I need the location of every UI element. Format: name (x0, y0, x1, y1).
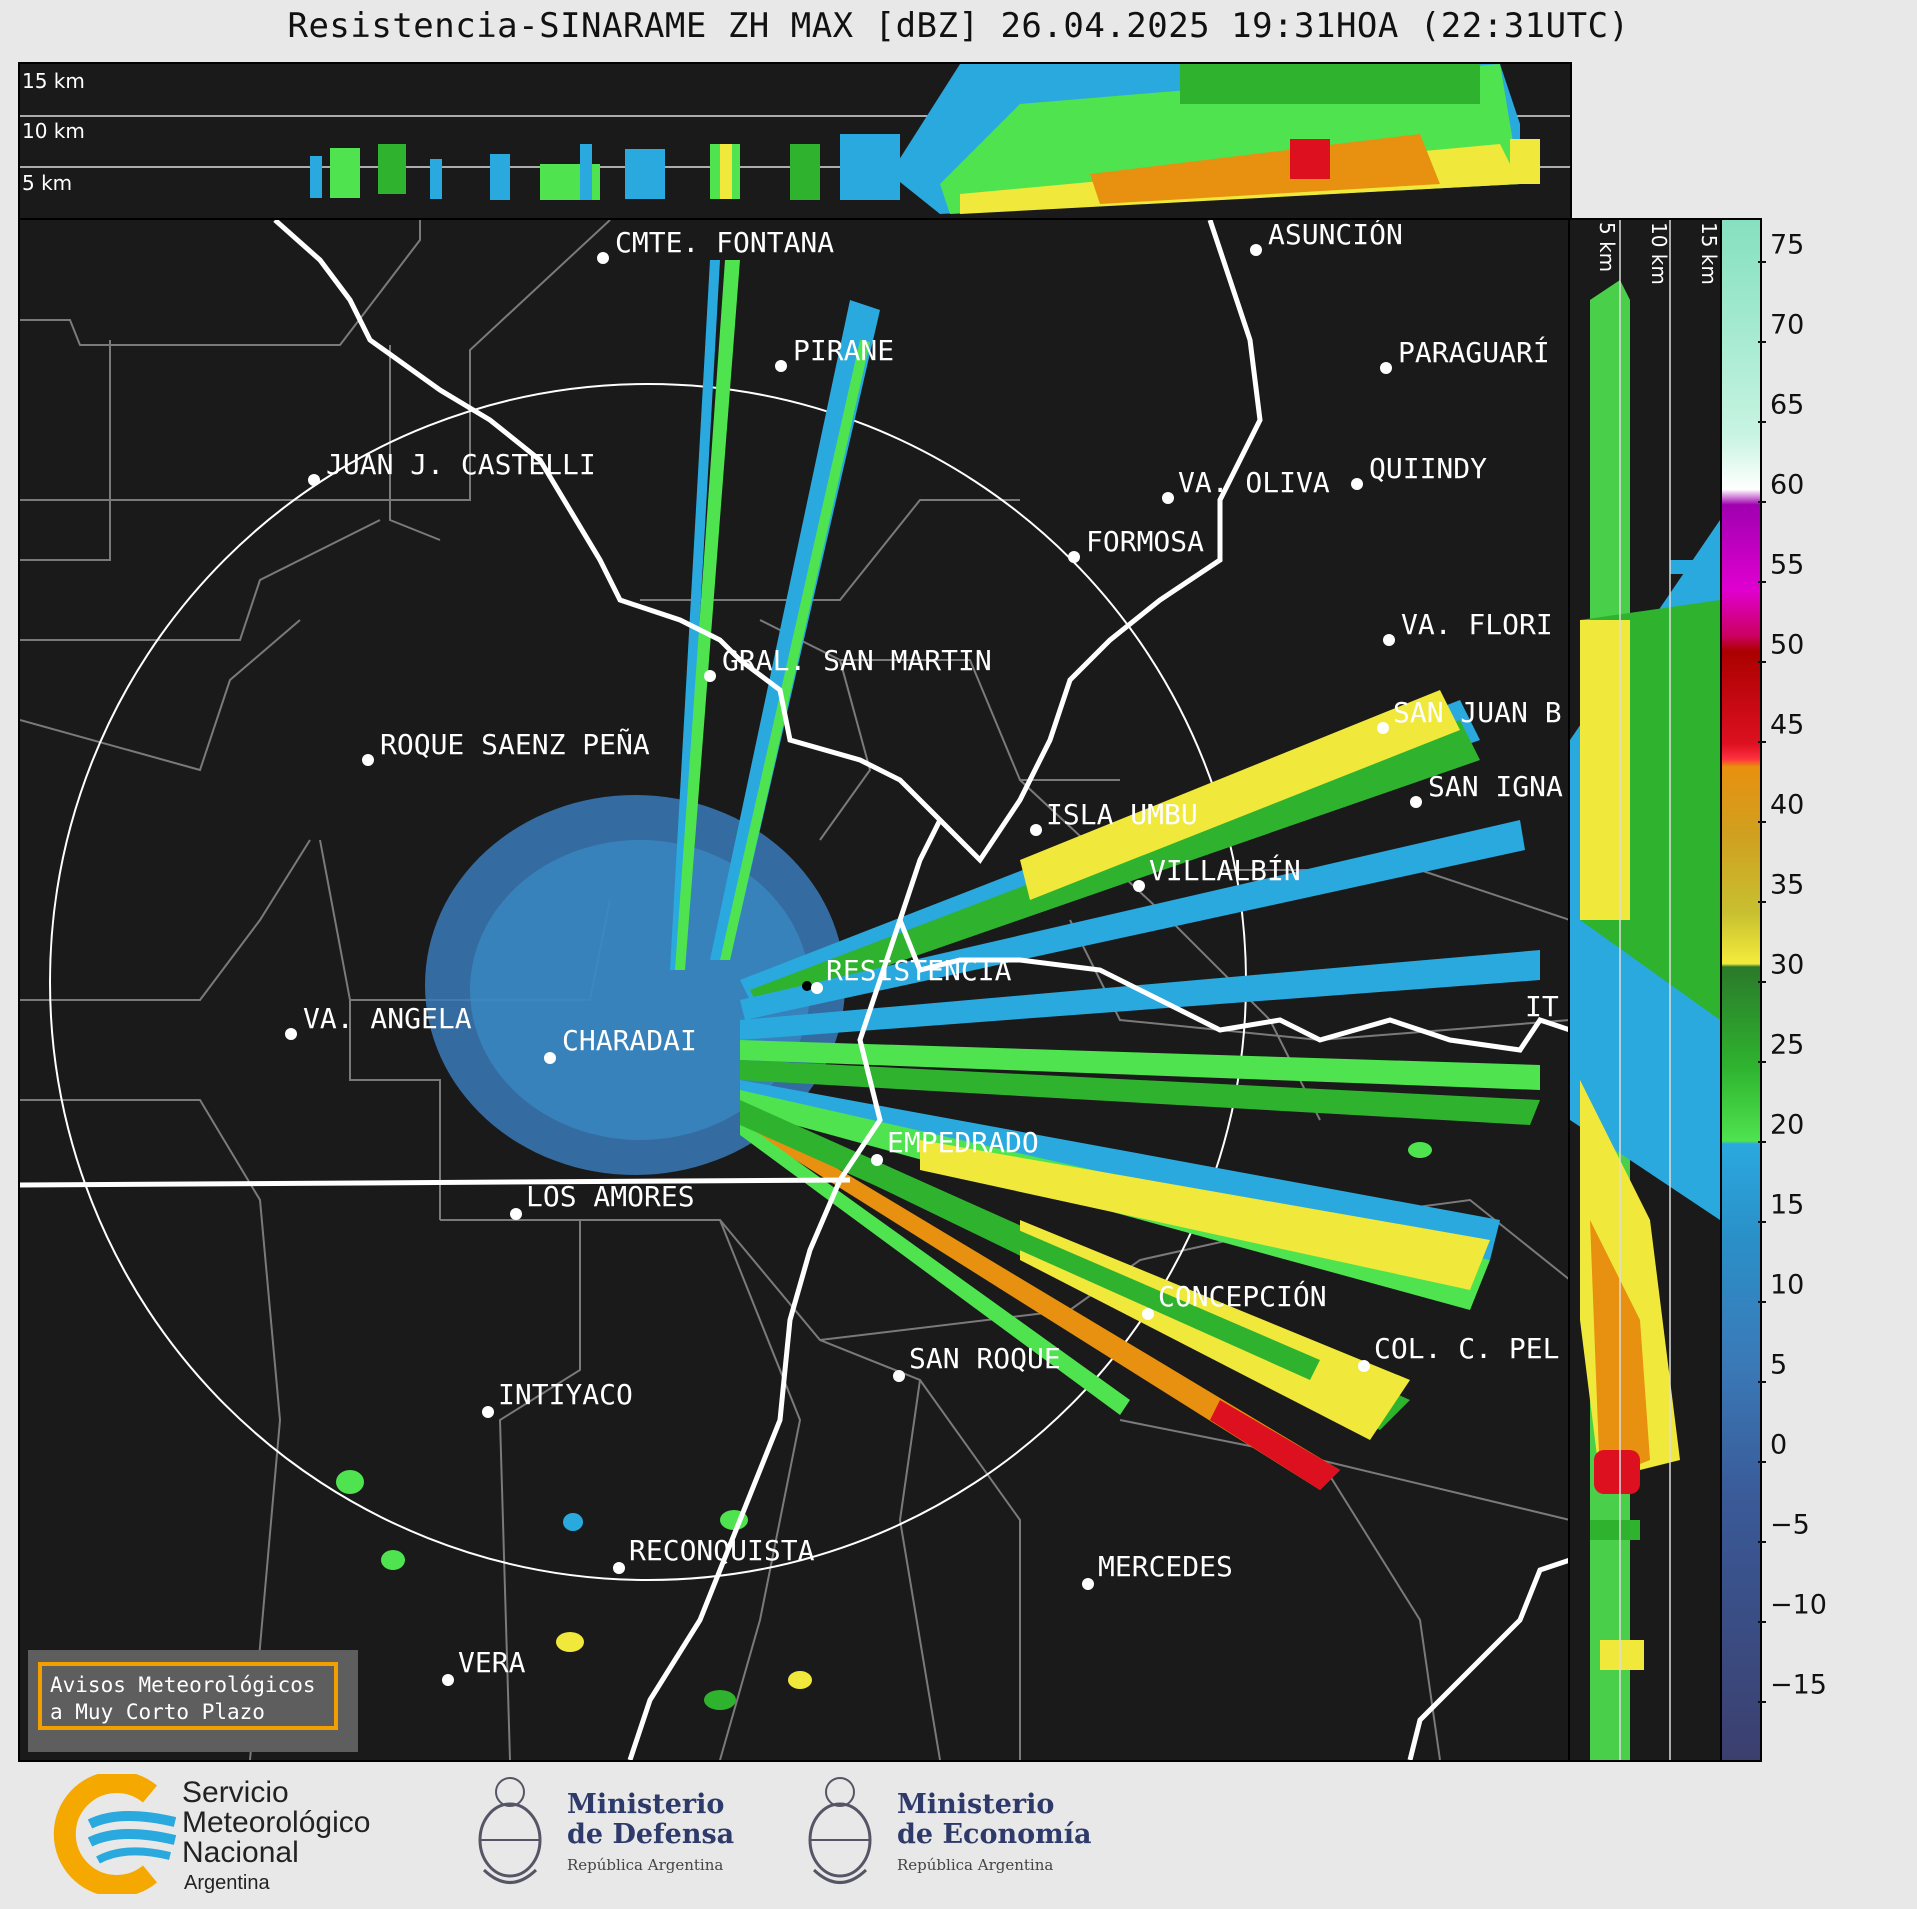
defensa-line-1: Ministerio (567, 1789, 725, 1820)
defensa-logo-text: Ministerio de Defensa República Argentin… (567, 1790, 734, 1880)
side-height-label-10km: 10 km (1647, 222, 1671, 285)
colorbar-tick-65: 65 (1757, 390, 1804, 436)
city-label-quiindy: QUIINDY (1369, 452, 1487, 485)
city-label-it: IT (1525, 990, 1559, 1023)
colorbar-tick-20: 20 (1757, 1110, 1804, 1156)
city-label-mercedes: MERCEDES (1098, 1550, 1233, 1583)
colorbar-tick-45: 45 (1757, 710, 1804, 756)
height-label-15km: 15 km (22, 69, 85, 93)
radar-site-marker (802, 981, 812, 991)
city-label-villalbin: VILLALBÍN (1149, 853, 1301, 887)
defensa-line-2: de Defensa (567, 1819, 735, 1850)
city-label-col-c-pel: COL. C. PEL (1374, 1332, 1559, 1365)
economia-emblem (800, 1770, 880, 1904)
defensa-line-3: República Argentina (567, 1856, 724, 1874)
city-label-formosa: FORMOSA (1086, 525, 1204, 558)
city-label-los-amores: LOS AMORES (526, 1180, 695, 1213)
colorbar-tick-55: 55 (1757, 550, 1804, 596)
top-cross-section: 15 km 10 km 5 km (20, 64, 1570, 214)
smn-logo-icon (53, 1771, 177, 1897)
city-label-va-angela: VA. ANGELA (303, 1002, 472, 1035)
side-cross-section: 5 km 10 km 15 km (1570, 220, 1721, 1760)
economia-line-1: Ministerio (897, 1789, 1055, 1820)
city-label-pirane: PIRANE (793, 334, 894, 367)
argentina-coat-of-arms-icon (808, 1777, 872, 1884)
radar-map: CMTE. FONTANA PIRANE JUAN J. CASTELLI AS… (20, 220, 1570, 1760)
colorbar-tick-10: 10 (1757, 1270, 1804, 1316)
city-markers: CMTE. FONTANA PIRANE JUAN J. CASTELLI AS… (285, 220, 1563, 1686)
warning-line-1: Avisos Meteorológicos (50, 1673, 316, 1697)
height-label-5km: 5 km (22, 171, 72, 195)
top-echo-blocks (310, 64, 1540, 214)
colorbar-tick-25: 25 (1757, 1030, 1804, 1076)
defensa-emblem (470, 1770, 550, 1904)
economia-line-2: de Economía (897, 1819, 1092, 1850)
economia-logo-text: Ministerio de Economía República Argenti… (897, 1790, 1091, 1880)
colorbar-tick-35: 35 (1757, 870, 1804, 916)
warning-line-2: a Muy Corto Plazo (50, 1700, 265, 1724)
city-label-resistencia: RESISTENCIA (826, 954, 1012, 987)
radar-map-panel: CMTE. FONTANA PIRANE JUAN J. CASTELLI AS… (18, 218, 1572, 1762)
city-label-san-roque: SAN ROQUE (909, 1342, 1061, 1375)
country-borders (20, 220, 1570, 1760)
city-label-vera: VERA (458, 1646, 526, 1679)
page-title: Resistencia-SINARAME ZH MAX [dBZ] 26.04.… (287, 6, 1630, 46)
dbz-colorbar (1720, 218, 1762, 1762)
city-label-reconquista: RECONQUISTA (629, 1534, 815, 1567)
city-label-paraguari: PARAGUARÍ (1398, 335, 1550, 369)
city-label-empedrado: EMPEDRADO (887, 1126, 1039, 1159)
city-label-san-juan-b: SAN JUAN B (1393, 696, 1562, 729)
city-label-cmte-fontana: CMTE. FONTANA (615, 226, 834, 259)
city-label-roque-saenz-pena: ROQUE SAENZ PEÑA (380, 727, 650, 761)
smn-line-1: Servicio (182, 1776, 289, 1809)
side-cross-section-panel: 5 km 10 km 15 km (1568, 218, 1724, 1762)
side-height-label-15km: 15 km (1697, 222, 1721, 285)
side-height-label-5km: 5 km (1595, 222, 1619, 272)
colorbar-tick-75: 75 (1757, 230, 1804, 276)
colorbar-tick-minus10: −10 (1758, 1590, 1827, 1636)
side-echo-blocks (1570, 280, 1720, 1760)
city-label-san-igna: SAN IGNA (1428, 770, 1563, 803)
smn-line-2: Meteorológico (182, 1806, 371, 1839)
city-label-va-flori: VA. FLORI (1401, 608, 1553, 641)
smn-line-3: Nacional (182, 1836, 299, 1869)
logo-footer: Servicio Meteorológico Nacional Argentin… (0, 1760, 1917, 1909)
economia-line-3: República Argentina (897, 1856, 1054, 1874)
colorbar-tick-40: 40 (1757, 790, 1804, 836)
city-label-concepcion: CONCEPCIÓN (1158, 1279, 1327, 1313)
top-cross-section-panel: 15 km 10 km 5 km (18, 62, 1572, 222)
smn-logo-text: Servicio Meteorológico Nacional Argentin… (182, 1778, 370, 1898)
city-label-isla-umbu: ISLA UMBU (1046, 798, 1198, 831)
colorbar-tick-50: 50 (1757, 630, 1804, 676)
colorbar-tick-minus5: −5 (1758, 1510, 1810, 1556)
province-borders (20, 220, 1570, 1760)
city-label-va-oliva: VA. OLIVA (1178, 466, 1330, 499)
colorbar-tick-5: 5 (1757, 1350, 1787, 1396)
colorbar-tick-minus15: −15 (1758, 1670, 1827, 1716)
warning-box[interactable]: Avisos Meteorológicos a Muy Corto Plazo (28, 1650, 358, 1752)
argentina-coat-of-arms-icon (478, 1777, 542, 1884)
city-label-charadai: CHARADAI (562, 1024, 697, 1057)
smn-line-4: Argentina (184, 1872, 270, 1894)
colorbar-tick-60: 60 (1757, 470, 1804, 516)
warning-box-inner[interactable]: Avisos Meteorológicos a Muy Corto Plazo (38, 1662, 338, 1730)
colorbar-tick-15: 15 (1757, 1190, 1804, 1236)
city-label-juan-j-castelli: JUAN J. CASTELLI (326, 448, 596, 481)
colorbar-tick-30: 30 (1757, 950, 1804, 996)
city-label-gral-san-martin: GRAL. SAN MARTIN (722, 644, 992, 677)
colorbar-tick-0: 0 (1757, 1430, 1787, 1476)
smn-logo (50, 1771, 180, 1898)
city-label-intiyaco: INTIYACO (498, 1378, 633, 1411)
height-label-10km: 10 km (22, 119, 85, 143)
radar-echoes (336, 260, 1540, 1710)
city-label-asuncion: ASUNCIÓN (1268, 220, 1403, 251)
colorbar-tick-70: 70 (1757, 310, 1804, 356)
